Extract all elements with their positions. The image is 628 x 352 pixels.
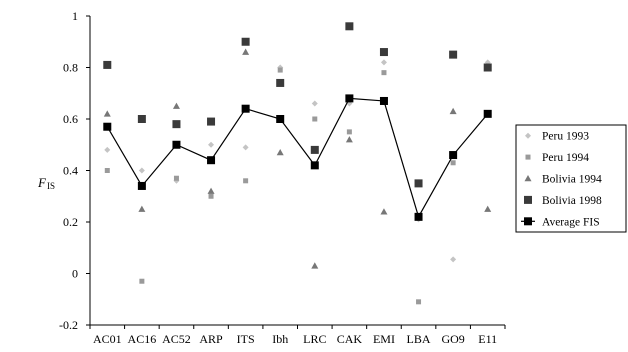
data-point	[172, 102, 180, 109]
legend-marker	[525, 132, 531, 139]
data-point	[381, 70, 387, 76]
legend-label: Peru 1994	[542, 152, 589, 164]
data-point	[450, 256, 457, 263]
legend-marker	[524, 175, 532, 182]
x-tick-label: ARP	[199, 332, 223, 346]
legend-marker	[525, 154, 531, 160]
data-point	[379, 96, 388, 105]
data-point	[137, 115, 146, 123]
data-point	[173, 175, 179, 181]
data-point	[380, 59, 387, 66]
data-point	[241, 37, 250, 46]
data-point	[310, 161, 319, 170]
series-4	[103, 94, 492, 221]
data-point	[207, 187, 215, 194]
data-point	[312, 116, 318, 122]
data-point	[242, 48, 250, 55]
data-point	[450, 160, 456, 166]
x-tick-label: GO9	[441, 332, 464, 346]
data-point	[449, 151, 458, 160]
data-point	[484, 205, 492, 212]
data-point	[103, 60, 112, 69]
data-point	[207, 156, 216, 165]
y-axis-label: FIS	[37, 175, 55, 191]
y-tick-label: 1	[72, 9, 78, 23]
y-tick-label: 0.2	[63, 215, 78, 229]
data-point	[137, 181, 146, 190]
data-point	[139, 278, 145, 284]
series-1	[104, 67, 456, 305]
x-tick-label: Ibh	[272, 332, 288, 346]
data-point	[208, 141, 215, 148]
x-tick-label: CAK	[337, 332, 363, 346]
y-tick-label: 0.6	[63, 112, 78, 126]
legend-label: Peru 1993	[542, 131, 589, 143]
data-point	[380, 208, 388, 215]
data-point	[311, 100, 318, 107]
x-tick-label: EMI	[373, 332, 395, 346]
data-point	[414, 179, 423, 188]
x-tick-label: AC16	[128, 332, 157, 346]
data-point	[416, 299, 422, 305]
x-tick-label: AC01	[93, 332, 122, 346]
data-point	[172, 140, 181, 149]
data-point	[207, 117, 216, 126]
legend-marker	[524, 217, 532, 226]
data-point	[379, 48, 388, 57]
data-point	[310, 145, 319, 154]
data-point	[277, 67, 283, 73]
data-point	[483, 63, 492, 72]
data-point	[242, 144, 249, 151]
axes: -0.2 0 0.2 0.4 0.6 0.8 1 AC01 AC16 AC52 ARP ITS Ibh L…	[59, 9, 506, 346]
data-point	[172, 120, 181, 129]
legend-marker	[524, 195, 532, 204]
data-point	[243, 178, 249, 184]
x-tick-label: E11	[478, 332, 497, 346]
data-point	[104, 168, 110, 173]
data-point	[138, 205, 146, 212]
y-axis-label-sub: IS	[47, 181, 55, 191]
legend-box	[515, 124, 627, 233]
legend-label: Bolivia 1994	[542, 174, 602, 186]
y-axis-label-main: F	[37, 175, 47, 190]
y-tick-label: 0.8	[63, 61, 78, 75]
data-point	[449, 107, 457, 115]
data-point	[208, 193, 214, 199]
data-point	[103, 110, 111, 117]
data-point	[276, 148, 284, 156]
legend: Peru 1993 Peru 1994 Bolivia 1994 Bolivia 19…	[515, 124, 627, 233]
y-tick-label: 0	[72, 267, 78, 281]
series-3	[103, 22, 492, 188]
data-point	[276, 78, 285, 87]
data-point	[104, 146, 111, 153]
y-tick-label: 0.4	[63, 164, 78, 178]
data-point	[345, 136, 353, 143]
data-point	[241, 104, 250, 113]
series-layer	[103, 22, 492, 305]
x-tick-label: AC52	[162, 332, 191, 346]
legend-label: Bolivia 1998	[542, 195, 602, 207]
data-point	[414, 212, 423, 221]
series-line	[106, 97, 489, 219]
x-tick-label: ITS	[237, 332, 255, 346]
data-point	[345, 22, 354, 31]
data-point	[311, 262, 319, 269]
data-point	[276, 115, 285, 123]
data-point	[449, 50, 458, 59]
data-point	[483, 109, 492, 118]
data-point	[138, 167, 145, 174]
data-point	[345, 94, 354, 103]
data-point	[103, 122, 112, 131]
x-tick-label: LBA	[407, 332, 431, 346]
y-tick-label: -0.2	[59, 318, 78, 332]
legend-label: Average FIS	[542, 216, 600, 228]
series-2	[103, 48, 492, 269]
data-point	[346, 129, 352, 135]
x-tick-label: LRC	[303, 332, 326, 346]
